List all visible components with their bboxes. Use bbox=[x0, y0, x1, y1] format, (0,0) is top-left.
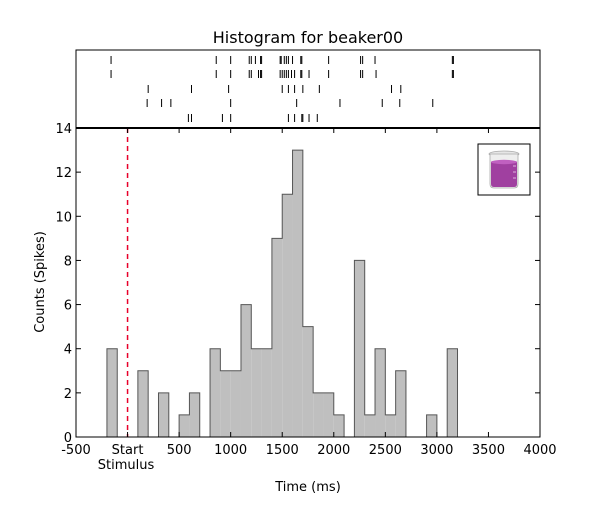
x-tick-label: 1500 bbox=[266, 443, 299, 458]
raster-panel bbox=[75, 49, 541, 129]
histogram-bar bbox=[364, 414, 376, 437]
histogram-bar bbox=[313, 392, 324, 437]
x-tick-label: Start bbox=[112, 443, 144, 458]
x-tick-label: 2000 bbox=[317, 443, 350, 458]
y-tick-label: 0 bbox=[64, 431, 72, 446]
histogram-bar bbox=[189, 392, 200, 437]
x-tick-label: -500 bbox=[61, 443, 91, 458]
histogram-bar bbox=[271, 238, 283, 437]
y-tick-label: 2 bbox=[64, 387, 72, 402]
beaker-icon bbox=[488, 150, 520, 189]
histogram-bar bbox=[106, 348, 118, 437]
histogram-bar bbox=[333, 414, 345, 437]
y-tick-label: 6 bbox=[64, 299, 72, 314]
x-axis-ticks: -500 Start 500 1000 1500 2000 2500 3000 3500 4000 bbox=[61, 128, 557, 458]
histogram-bar bbox=[179, 414, 190, 437]
y-axis-label: Counts (Spikes) bbox=[33, 231, 48, 333]
histogram-outline bbox=[106, 149, 459, 438]
y-tick-label: 8 bbox=[64, 254, 72, 269]
y-tick-label: 14 bbox=[55, 122, 72, 137]
histogram-panel: -500 Start 500 1000 1500 2000 2500 3000 3500 4000… bbox=[33, 122, 557, 495]
histogram-bar bbox=[137, 370, 149, 437]
histogram-bar bbox=[251, 348, 262, 437]
y-tick-label: 12 bbox=[55, 166, 72, 181]
raster-spikes bbox=[110, 56, 454, 122]
histogram-bars bbox=[106, 149, 459, 438]
histogram-bar bbox=[426, 414, 437, 437]
histogram-bar bbox=[323, 392, 334, 437]
y-tick-label: 4 bbox=[64, 343, 72, 358]
histogram-bar bbox=[302, 326, 314, 437]
histogram-bar bbox=[354, 260, 365, 437]
histogram-bar bbox=[282, 194, 293, 437]
histogram-bar bbox=[240, 304, 252, 437]
histogram-bar bbox=[220, 370, 231, 437]
x-tick-label: 3000 bbox=[420, 443, 453, 458]
x-tick-label: 1000 bbox=[214, 443, 247, 458]
histogram-bar bbox=[230, 370, 241, 437]
chart-title: Histogram for beaker00 bbox=[213, 28, 403, 47]
x-tick-label: 2500 bbox=[369, 443, 402, 458]
x-tick-label: 500 bbox=[167, 443, 192, 458]
x-axis-label: Time (ms) bbox=[274, 480, 341, 495]
stimulus-label: Stimulus bbox=[98, 458, 155, 473]
y-tick-label: 10 bbox=[55, 210, 72, 225]
histogram-bar bbox=[261, 348, 272, 437]
y-axis-ticks: 0 2 4 6 8 10 12 14 bbox=[55, 122, 540, 446]
histogram-bar bbox=[292, 150, 303, 438]
x-tick-label: 4000 bbox=[523, 443, 556, 458]
histogram-bar bbox=[375, 348, 386, 437]
raster-frame bbox=[75, 49, 541, 129]
legend bbox=[477, 143, 531, 196]
histogram-bar bbox=[158, 392, 169, 437]
histogram-bar bbox=[395, 370, 406, 437]
histogram-bar bbox=[447, 348, 458, 437]
histogram-bar bbox=[385, 414, 396, 437]
histogram-bar bbox=[210, 348, 221, 437]
x-tick-label: 3500 bbox=[472, 443, 505, 458]
